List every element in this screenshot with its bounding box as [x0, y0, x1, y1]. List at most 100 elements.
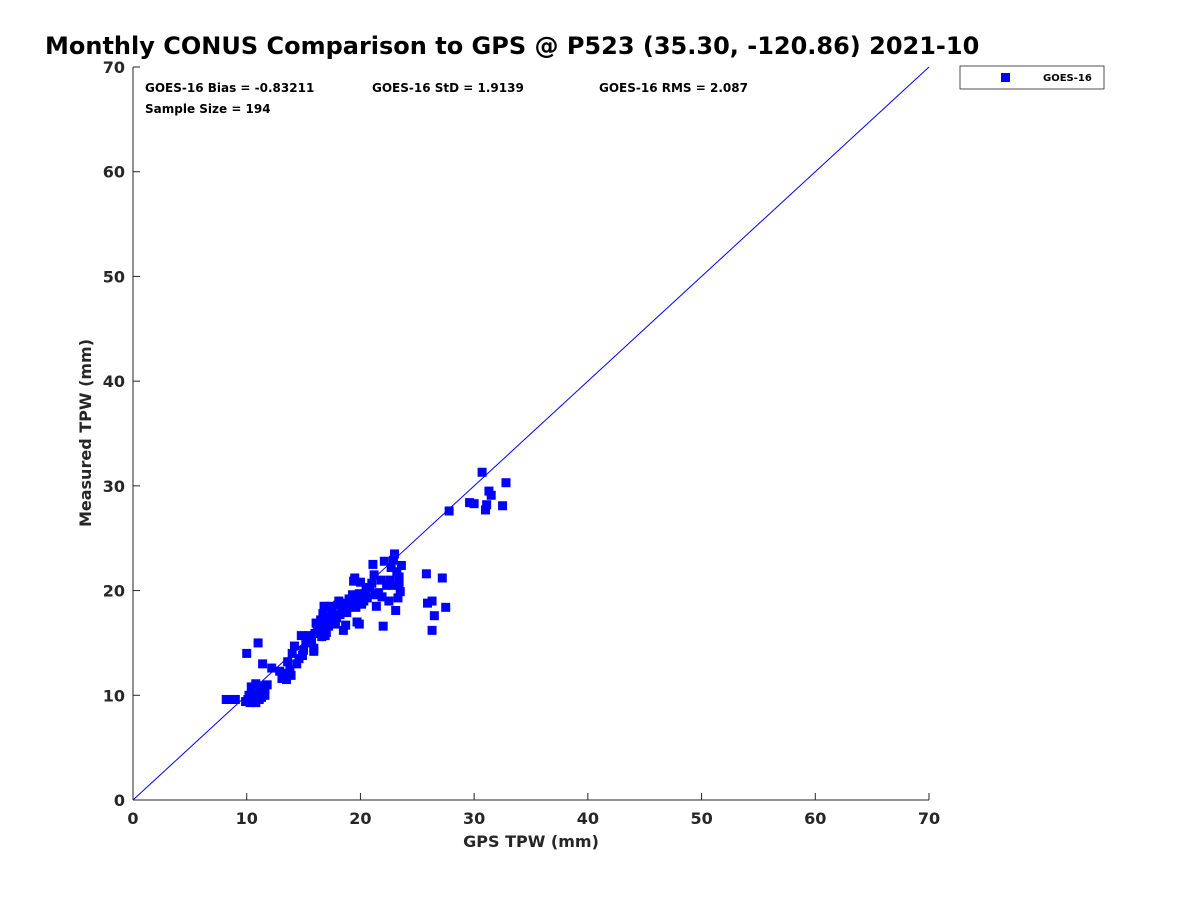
- data-point: [394, 572, 404, 582]
- data-points: [221, 467, 511, 708]
- ticks: 0 10 20 30 40 50 60 70 0 10 20 30 40 50 60 70: [103, 58, 940, 828]
- data-point: [469, 499, 479, 509]
- data-point: [390, 549, 400, 559]
- data-point: [378, 621, 388, 631]
- one-to-one-line: [132, 66, 930, 801]
- y-tick-label: 40: [103, 372, 125, 391]
- data-point: [301, 638, 311, 648]
- data-point: [377, 592, 387, 602]
- data-point: [254, 694, 264, 704]
- data-point: [282, 675, 292, 685]
- data-point: [486, 490, 496, 500]
- data-point: [278, 668, 288, 678]
- axes: [132, 67, 929, 801]
- data-point: [355, 577, 365, 587]
- data-point: [283, 657, 293, 667]
- x-tick-label: 20: [349, 809, 371, 828]
- data-point: [382, 580, 392, 590]
- data-point: [395, 587, 405, 597]
- data-point: [346, 599, 356, 609]
- data-point: [368, 559, 378, 569]
- y-axis-label: Measured TPW (mm): [76, 339, 95, 527]
- data-point: [253, 638, 263, 648]
- y-tick-label: 10: [103, 686, 125, 705]
- reference-line-group: [132, 66, 930, 801]
- data-point: [482, 500, 492, 510]
- data-point: [277, 674, 287, 684]
- data-point: [465, 498, 475, 508]
- data-point: [330, 619, 340, 629]
- data-point: [311, 618, 321, 628]
- chart-title: Monthly CONUS Comparison to GPS @ P523 (…: [45, 32, 979, 60]
- y-tick-label: 20: [103, 582, 125, 601]
- data-point: [367, 578, 377, 588]
- data-point: [441, 602, 451, 612]
- x-tick-label: 50: [690, 809, 712, 828]
- y-tick-label: 50: [103, 267, 125, 286]
- data-point: [371, 601, 381, 611]
- data-point: [396, 560, 406, 570]
- data-point: [427, 596, 437, 606]
- data-point: [386, 563, 396, 573]
- data-point: [226, 694, 236, 704]
- data-point: [296, 631, 306, 641]
- x-tick-label: 0: [127, 809, 138, 828]
- data-point: [247, 688, 257, 698]
- legend-marker: [1001, 73, 1010, 82]
- data-point: [221, 694, 231, 704]
- x-tick-label: 40: [577, 809, 599, 828]
- data-point: [384, 596, 394, 606]
- legend-box: [959, 65, 1105, 90]
- data-point: [387, 580, 397, 590]
- data-point: [292, 659, 302, 669]
- data-point: [335, 610, 345, 620]
- data-point: [354, 589, 364, 599]
- data-point: [334, 596, 344, 606]
- data-point: [251, 679, 261, 689]
- data-point: [498, 501, 508, 511]
- data-point: [350, 573, 360, 583]
- data-point: [297, 650, 307, 660]
- data-point: [255, 681, 265, 691]
- y-tick-label: 60: [103, 163, 125, 182]
- data-point: [287, 648, 297, 658]
- data-point: [326, 601, 336, 611]
- data-point: [354, 619, 364, 629]
- data-point: [338, 625, 348, 635]
- data-point: [307, 635, 317, 645]
- data-point: [388, 555, 398, 565]
- data-point: [477, 467, 487, 477]
- stat-std: GOES-16 StD = 1.9139: [372, 81, 524, 95]
- data-point: [429, 611, 439, 621]
- stat-rms: GOES-16 RMS = 2.087: [599, 81, 748, 95]
- data-point: [262, 680, 272, 690]
- data-point: [347, 590, 357, 600]
- data-point: [289, 641, 299, 651]
- data-point: [325, 618, 335, 628]
- legend: GOES-16: [959, 65, 1105, 90]
- legend-label: GOES-16: [1043, 73, 1092, 84]
- data-point: [437, 573, 447, 583]
- data-point: [230, 694, 240, 704]
- data-point: [423, 598, 433, 608]
- data-point: [337, 603, 347, 613]
- data-point: [321, 627, 331, 637]
- x-tick-label: 70: [918, 809, 940, 828]
- data-point: [379, 556, 389, 566]
- data-point: [481, 505, 491, 515]
- data-point: [285, 665, 295, 675]
- data-point: [393, 593, 403, 603]
- data-point: [362, 593, 372, 603]
- data-point: [342, 608, 352, 618]
- data-point: [258, 659, 268, 669]
- y-tick-label: 0: [114, 791, 125, 810]
- data-point: [242, 648, 252, 658]
- data-point: [267, 663, 277, 673]
- data-point: [421, 569, 431, 579]
- data-point: [385, 575, 395, 585]
- x-tick-label: 60: [804, 809, 826, 828]
- data-point: [501, 478, 511, 488]
- data-point: [286, 670, 296, 680]
- x-tick-label: 30: [463, 809, 485, 828]
